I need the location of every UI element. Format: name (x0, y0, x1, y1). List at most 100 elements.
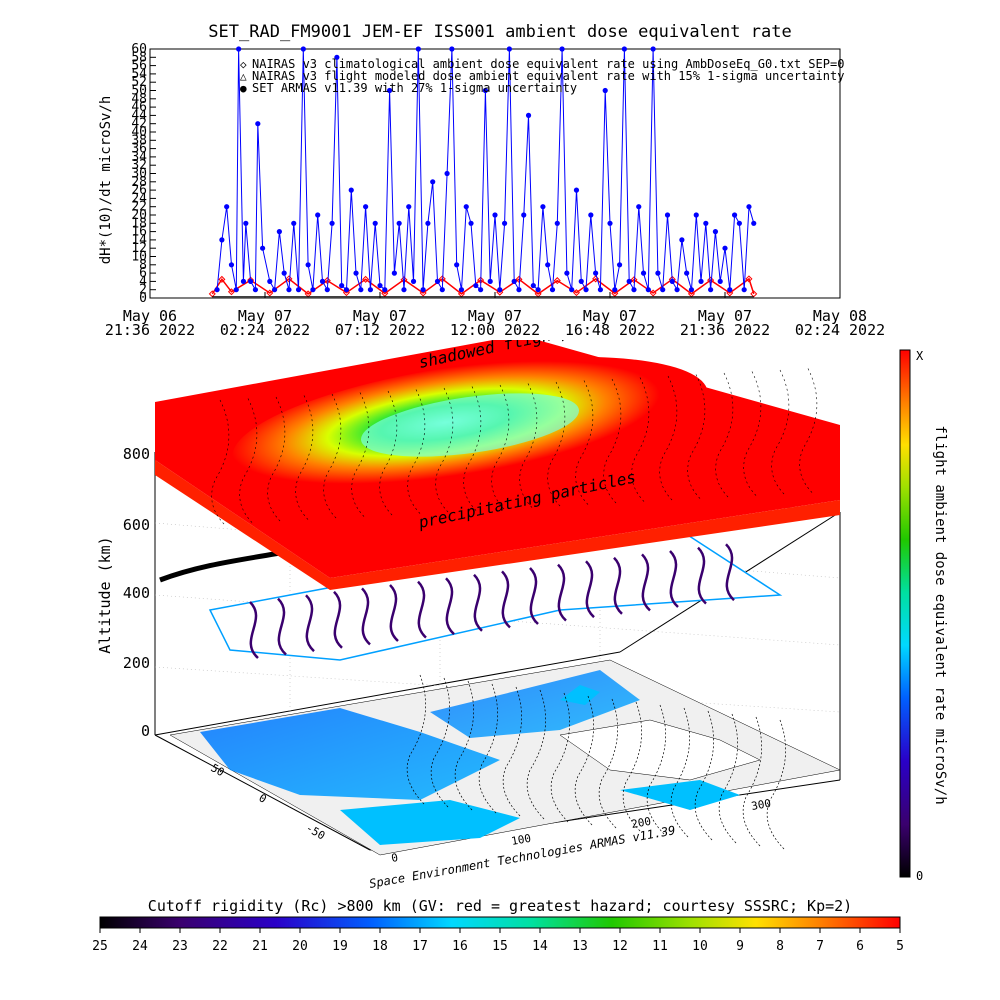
flight-track (641, 553, 651, 612)
colorbar-bottom-label: Cutoff rigidity (Rc) >800 km (GV: red = … (148, 897, 852, 915)
data-point (386, 87, 393, 94)
legend-marker: ● (240, 82, 247, 95)
data-point (363, 204, 369, 210)
data-point (511, 278, 517, 284)
data-point (305, 262, 311, 268)
data-point (315, 212, 321, 218)
data-point (636, 204, 642, 210)
slab-track (379, 390, 398, 517)
data-point (236, 46, 242, 52)
data-point (664, 212, 671, 218)
colorbar-tick-label: 9 (736, 939, 744, 954)
data-point (616, 262, 623, 268)
ground-track (646, 704, 666, 836)
data-point (295, 287, 302, 293)
data-point (516, 287, 522, 293)
slab-track (351, 392, 370, 518)
colorbar-tick-label: 7 (816, 939, 824, 954)
y-tick-label: 6 (139, 266, 147, 281)
data-point (712, 229, 719, 235)
ground-track (454, 680, 474, 812)
data-point (228, 262, 235, 268)
data-point (255, 121, 261, 127)
flight-track (501, 570, 511, 629)
data-point (649, 289, 657, 297)
data-point (736, 220, 742, 226)
y-tick-label: 2 (139, 283, 147, 298)
data-point (521, 212, 527, 218)
legend: ◇ NAIRAS v3 climatological ambient dose e… (240, 57, 844, 95)
ground-track (502, 686, 522, 818)
x-tick-label: May 07 (468, 307, 522, 325)
data-point (473, 282, 479, 289)
flight-track (697, 546, 707, 605)
data-point (281, 270, 287, 276)
data-point (444, 170, 450, 177)
data-point (497, 287, 503, 293)
y-tick-label: 36 (131, 142, 147, 157)
ground-track (670, 707, 690, 839)
data-point (396, 220, 402, 226)
altitude-axis-label: Altitude (km) (96, 536, 114, 653)
data-point (717, 278, 723, 284)
lon-tick: 0 (390, 851, 399, 865)
ground-track (550, 692, 570, 824)
y-tick-label: 48 (131, 92, 147, 107)
colorbar-tick-label: 13 (572, 939, 588, 954)
legend-label: SET ARMAS v11.39 with 27% 1-sigma uncert… (252, 81, 577, 95)
x-tick-label: May 07 (238, 307, 292, 325)
y-tick-label: 32 (131, 158, 147, 173)
legend-marker: ◇ (240, 58, 247, 71)
slab-track (603, 378, 622, 505)
slab-track (435, 387, 454, 514)
x-tick-label: 02:24 2022 (795, 321, 885, 339)
data-point (564, 270, 570, 276)
data-point (329, 220, 335, 226)
colorbar-tick-label: 12 (612, 939, 628, 954)
data-point (391, 270, 397, 276)
colorbar-tick-label: 20 (292, 939, 308, 954)
data-point (684, 270, 690, 276)
ground-map (169, 659, 841, 856)
y-tick-label: 34 (131, 150, 147, 165)
data-point (731, 212, 738, 218)
y-tick-label: 28 (131, 175, 147, 190)
data-point (339, 282, 345, 289)
data-point (650, 46, 656, 52)
data-point (367, 287, 374, 293)
flight-track (445, 577, 455, 636)
data-point (271, 287, 278, 293)
lon-tick: 200 (630, 815, 652, 831)
data-point (745, 275, 753, 283)
flight-track (585, 560, 595, 619)
data-point (553, 277, 561, 285)
flight-track (305, 594, 315, 653)
data-point (708, 287, 714, 293)
altitude-3d-plot: 0 200 400 600 800 Altitude (km) 50 0 -50… (96, 340, 948, 891)
data-point (300, 46, 306, 52)
ground-track (718, 713, 738, 845)
data-point (540, 204, 546, 210)
data-point (751, 220, 757, 226)
slab-track (771, 369, 790, 496)
data-point (573, 187, 580, 193)
y-tick-label: 54 (131, 67, 147, 82)
lat-tick: -50 (304, 821, 328, 842)
slab-track (519, 383, 538, 509)
data-point (304, 290, 312, 298)
data-point (334, 54, 340, 60)
chart-title: SET_RAD_FM9001 JEM-EF ISS001 ambient dos… (208, 22, 792, 42)
data-point (218, 275, 226, 283)
y-tick-label: 46 (131, 100, 147, 115)
data-point (219, 237, 225, 243)
data-point (534, 290, 542, 298)
x-tick-label: 07:12 2022 (335, 321, 425, 339)
data-point (669, 278, 675, 284)
data-point (688, 287, 695, 293)
data-point (377, 282, 383, 289)
y-tick-label: 30 (131, 167, 147, 182)
y-tick-label: 26 (131, 183, 147, 198)
ground-track (574, 695, 594, 827)
data-point (525, 112, 532, 118)
colorbar-bottom-ticks: 25 24 23 22 21 20 19 18 17 16 15 14 13 12 11 10 9 8 7 6 5 (92, 928, 904, 954)
